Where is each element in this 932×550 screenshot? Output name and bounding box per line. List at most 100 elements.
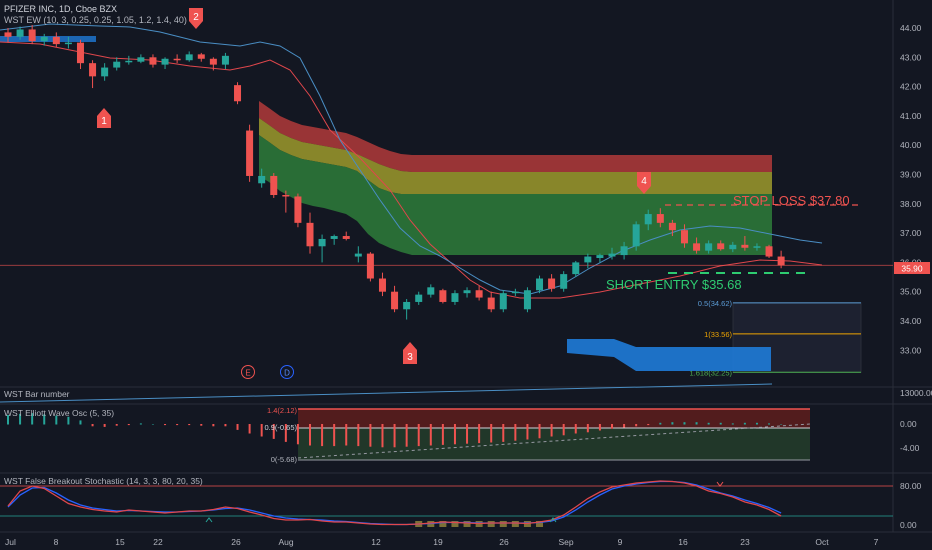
- candle-body: [197, 54, 205, 59]
- candle-body: [680, 230, 688, 244]
- price-axis-tick: 33.00: [900, 345, 922, 355]
- candle-body: [523, 290, 531, 310]
- stoch-oversold-block: [463, 521, 471, 527]
- candle-body: [76, 42, 84, 64]
- price-axis-tick: 35.00: [900, 287, 922, 297]
- candle-body: [572, 262, 580, 275]
- symbol-title: PFIZER INC, 1D, Cboe BZX: [4, 4, 117, 14]
- candle-body: [330, 236, 338, 239]
- candle-body: [378, 278, 386, 292]
- time-axis-tick: Aug: [278, 537, 293, 547]
- candle-body: [246, 130, 254, 176]
- price-axis-tick: 43.00: [900, 52, 922, 62]
- candle-body: [705, 243, 713, 251]
- candle-body: [306, 222, 314, 247]
- candle-body: [741, 244, 749, 248]
- candle-body: [294, 196, 302, 223]
- candle-body: [475, 290, 483, 298]
- candle-body: [234, 85, 242, 102]
- candle-body: [717, 243, 725, 250]
- candle-body: [4, 32, 12, 37]
- price-axis-tick: 39.00: [900, 170, 922, 180]
- stoch-oversold-block: [439, 521, 447, 527]
- time-axis-tick: 26: [231, 537, 241, 547]
- stoch-axis-label-80: 80.00: [900, 481, 922, 491]
- wave-marker-2[interactable]: 2: [189, 8, 203, 29]
- elliott-axis-label-0: 0.00: [900, 419, 917, 429]
- candle-body: [415, 294, 423, 302]
- svg-text:E: E: [245, 369, 250, 378]
- candle-body: [342, 236, 350, 239]
- wave-marker-3-label: 3: [407, 352, 413, 363]
- candle-body: [668, 222, 676, 231]
- price-axis-tick: 41.00: [900, 111, 922, 121]
- fib-label-05: 0.5(34.62): [698, 299, 733, 308]
- candle-body: [463, 290, 471, 294]
- stoch-buy-arrow-icon: [205, 517, 213, 523]
- candle-body: [753, 246, 761, 248]
- indicator-label-wst-ew: WST EW (10, 3, 0.25, 0.25, 1.05, 1.2, 1.…: [4, 15, 187, 25]
- candle-body: [620, 246, 628, 256]
- candle-body: [511, 291, 519, 294]
- candle-body: [137, 57, 145, 62]
- last-price-label: 35.90: [901, 264, 923, 274]
- time-axis-tick: 26: [499, 537, 509, 547]
- candle-body: [16, 29, 24, 37]
- price-axis-tick: 38.00: [900, 199, 922, 209]
- price-axis-tick: 44.00: [900, 23, 922, 33]
- stoch-oversold-block: [499, 521, 507, 527]
- candle-body: [282, 195, 290, 197]
- candle-body: [777, 256, 785, 266]
- panel-label-elliott: WST Elliott Wave Osc (5, 35): [4, 408, 114, 418]
- wave-marker-1-label: 1: [101, 116, 107, 127]
- elliott-axis-label-minus4: -4.00: [900, 443, 920, 453]
- last-price-badge: [894, 262, 930, 274]
- candle-body: [499, 293, 507, 310]
- bar-number-axis-label: 13000.00: [900, 388, 932, 398]
- fib-label-1: 1(33.56): [704, 330, 732, 339]
- candle-body: [596, 255, 604, 259]
- panel-label-stochastic: WST False Breakout Stochastic (14, 3, 3,…: [4, 476, 203, 486]
- time-axis-tick: 23: [740, 537, 750, 547]
- wave-marker-4[interactable]: 4: [637, 172, 651, 194]
- wave-marker-1[interactable]: 1: [97, 108, 111, 128]
- stoch-axis-label-0: 0.00: [900, 520, 917, 530]
- stoch-buy-arrow-icon: [549, 517, 557, 523]
- stoch-k-line: [7, 480, 782, 526]
- stop-loss-label: STOP LOSS $37.80: [733, 193, 850, 208]
- candle-body: [52, 36, 60, 45]
- fib-label-1618: 1.618(32.25): [689, 368, 732, 377]
- price-axis-tick: 34.00: [900, 316, 922, 326]
- candle-body: [560, 274, 568, 289]
- candle-body: [270, 175, 278, 196]
- candle-body: [451, 293, 459, 302]
- price-axis-tick: 42.00: [900, 82, 922, 92]
- ma-line-red: [0, 41, 823, 299]
- earnings-event-icon[interactable]: E: [241, 365, 255, 379]
- candle-body: [391, 291, 399, 310]
- candle-body: [161, 58, 169, 65]
- time-axis-tick: 7: [874, 537, 879, 547]
- candle-body: [487, 297, 495, 310]
- wave-marker-2-label: 2: [193, 12, 199, 23]
- elliott-trend-line: [297, 423, 811, 459]
- price-axis-tick: 40.00: [900, 140, 922, 150]
- dividend-event-icon[interactable]: D: [280, 365, 294, 379]
- time-axis-tick: Oct: [815, 537, 829, 547]
- risk-zone-red: [259, 101, 772, 172]
- time-axis-tick: Jul: [5, 537, 16, 547]
- panel-label-bar-number: WST Bar number: [4, 389, 70, 399]
- candle-body: [101, 67, 109, 77]
- bar-number-line: [0, 383, 773, 403]
- elliott-zone-green: [298, 428, 810, 460]
- candle-body: [209, 58, 217, 65]
- candle-body: [548, 278, 556, 289]
- candle-body: [318, 238, 326, 247]
- candle-body: [40, 36, 48, 42]
- candle-body: [536, 278, 544, 291]
- wave-marker-3[interactable]: 3: [403, 342, 417, 364]
- time-axis-tick: 9: [618, 537, 623, 547]
- candle-body: [185, 54, 193, 61]
